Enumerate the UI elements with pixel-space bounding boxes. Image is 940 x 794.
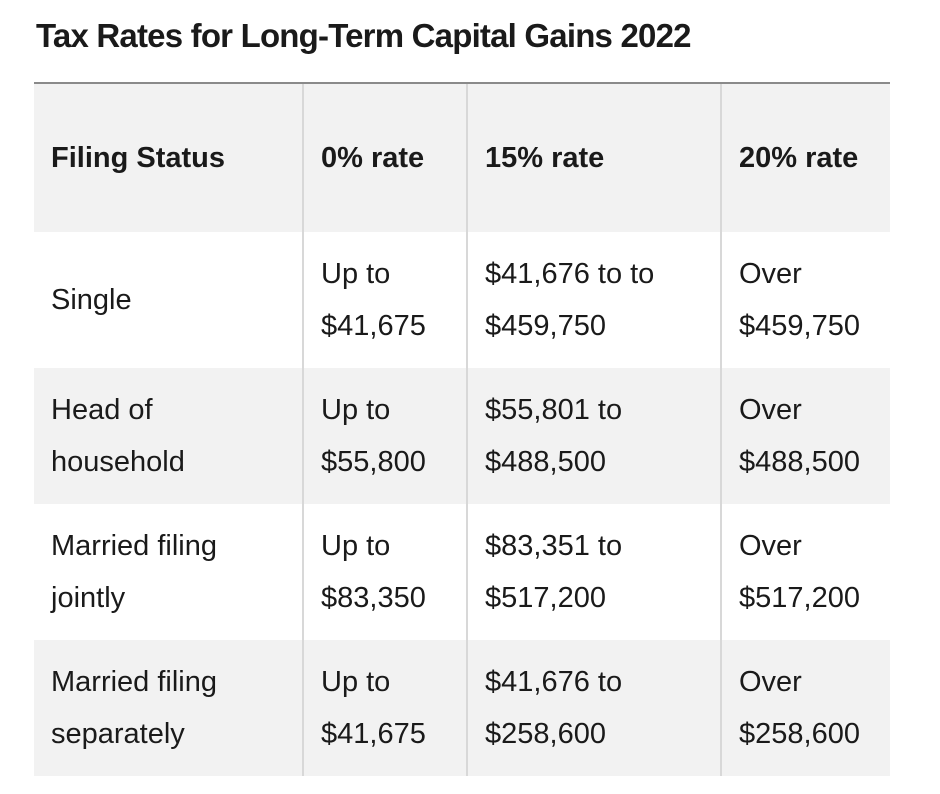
header-15-percent-rate: 15% rate <box>466 84 721 232</box>
table-row: Head of household Up to $55,800 $55,801 … <box>34 368 890 504</box>
rate-0-cell: Up to $41,675 <box>302 232 467 368</box>
rate-15-cell: $41,676 to to $459,750 <box>466 232 721 368</box>
rate-15-cell: $55,801 to $488,500 <box>466 368 721 504</box>
filing-status-cell: Head of household <box>51 394 185 478</box>
table-row: Married filing jointly Up to $83,350 $83… <box>34 504 890 640</box>
rate-20-cell: Over $488,500 <box>720 368 890 504</box>
rate-15-cell: $41,676 to $258,600 <box>466 640 721 776</box>
table-header-row: Filing Status 0% rate 15% rate 20% rate <box>34 84 890 232</box>
filing-status-cell: Married filing jointly <box>51 530 217 614</box>
table-row: Married filing separately Up to $41,675 … <box>34 640 890 776</box>
capital-gains-table: Filing Status 0% rate 15% rate 20% rate … <box>34 84 890 776</box>
filing-status-cell: Single <box>51 284 132 316</box>
rate-20-cell: Over $459,750 <box>720 232 890 368</box>
rate-0-cell: Up to $55,800 <box>302 368 467 504</box>
page-title: Tax Rates for Long-Term Capital Gains 20… <box>36 17 692 54</box>
header-20-percent-rate: 20% rate <box>720 84 890 232</box>
rate-15-cell: $83,351 to $517,200 <box>466 504 721 640</box>
header-filing-status: Filing Status <box>51 142 225 174</box>
rate-20-cell: Over $517,200 <box>720 504 890 640</box>
filing-status-cell: Married filing separately <box>51 666 217 750</box>
rate-0-cell: Up to $83,350 <box>302 504 467 640</box>
rate-0-cell: Up to $41,675 <box>302 640 467 776</box>
title-divider <box>34 82 890 84</box>
header-0-percent-rate: 0% rate <box>302 84 467 232</box>
table-row: Single Up to $41,675 $41,676 to to $459,… <box>34 232 890 368</box>
rate-20-cell: Over $258,600 <box>720 640 890 776</box>
